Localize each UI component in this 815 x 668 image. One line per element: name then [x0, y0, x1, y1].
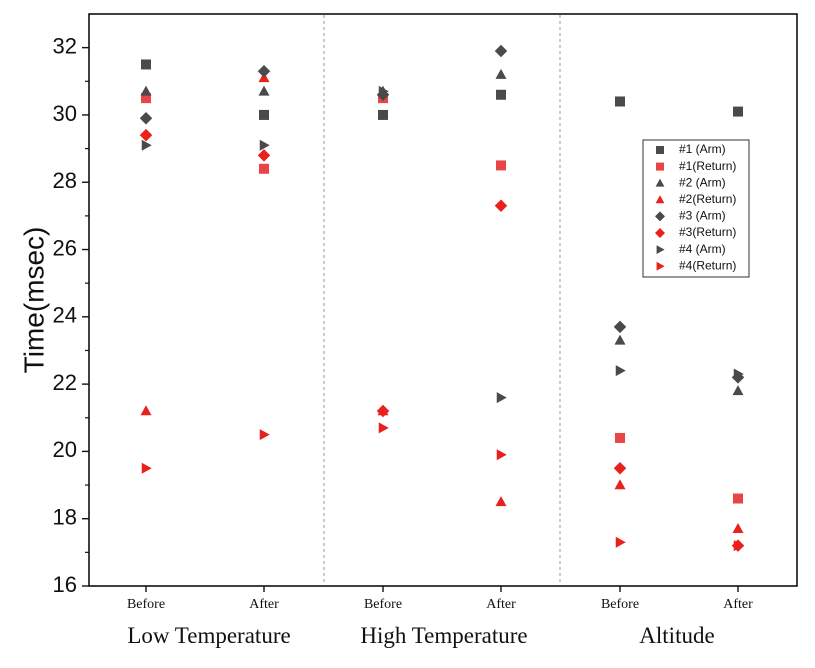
data-point: [495, 496, 507, 507]
legend-marker: [655, 178, 665, 187]
legend-label: #4(Return): [679, 258, 736, 272]
data-point: [614, 479, 626, 490]
legend-marker: [655, 195, 665, 204]
legend-label: #4 (Arm): [679, 242, 726, 256]
data-point: [732, 385, 744, 396]
data-point: [494, 44, 508, 58]
data-point: [733, 540, 744, 552]
legend: #1 (Arm) #1(Return) #2 (Arm) #2(Return) #3 (…: [642, 139, 750, 278]
data-point: [257, 64, 271, 78]
data-point: [496, 160, 506, 171]
y-axis-label: Time(msec): [18, 227, 49, 374]
data-point: [140, 405, 152, 416]
legend-marker: [656, 261, 665, 271]
data-point: [259, 163, 269, 174]
y-tick-label: 18: [53, 505, 77, 530]
plot-frame: [88, 13, 798, 587]
y-tick-label: 26: [53, 235, 77, 260]
data-point: [496, 449, 507, 461]
group-label: Low Temperature: [127, 623, 290, 648]
data-point: [259, 109, 269, 120]
y-tick-label: 20: [53, 437, 77, 462]
legend-marker: [656, 162, 664, 171]
data-point: [494, 199, 508, 213]
data-point: [141, 462, 152, 474]
x-tick-label: After: [249, 597, 279, 612]
data-point: [614, 334, 626, 345]
legend-label: #1(Return): [679, 159, 736, 173]
y-tick-label: 22: [53, 370, 77, 395]
data-point: [141, 59, 151, 70]
legend-marker: [655, 211, 665, 222]
x-tick-label: Before: [364, 597, 402, 612]
data-point: [378, 422, 389, 434]
data-point: [495, 68, 507, 79]
legend-marker: [656, 146, 664, 154]
data-point: [496, 392, 507, 404]
data-point: [496, 89, 506, 100]
data-point: [258, 85, 270, 96]
data-point: [378, 85, 389, 97]
data-point: [613, 461, 627, 475]
data-point: [733, 106, 743, 117]
plot-area: 16 18 20 22 24 26 28 30 32 Before After Before After…: [53, 13, 798, 648]
legend-label: #1 (Arm): [679, 142, 726, 156]
data-point: [615, 536, 626, 548]
data-point: [259, 139, 270, 151]
data-point: [613, 320, 627, 334]
x-tick-label: After: [723, 597, 753, 612]
x-tick-label: After: [486, 597, 516, 612]
legend-label: #2 (Arm): [679, 175, 726, 189]
data-point: [615, 432, 625, 443]
legend-label: #3(Return): [679, 225, 736, 239]
data-point: [376, 404, 390, 418]
data-point: [615, 96, 625, 107]
data-point: [733, 368, 744, 380]
data-point: [732, 523, 744, 534]
data-point: [257, 149, 271, 162]
y-tick-label: 24: [53, 303, 77, 328]
group-label: Altitude: [639, 623, 714, 648]
data-point: [615, 365, 626, 377]
y-tick-label: 28: [53, 168, 77, 193]
y-tick-label: 30: [53, 101, 77, 126]
data-point: [139, 112, 153, 125]
group-label: High Temperature: [360, 623, 527, 648]
legend-marker: [655, 228, 665, 238]
legend-label: #3 (Arm): [679, 209, 726, 223]
y-tick-label: 16: [53, 572, 77, 597]
data-point: [259, 429, 270, 441]
x-tick-label: Before: [601, 597, 639, 612]
x-tick-label: Before: [127, 597, 165, 612]
legend-label: #2(Return): [679, 192, 736, 206]
data-point: [378, 109, 388, 120]
legend-marker: [656, 245, 665, 254]
data-point: [140, 85, 152, 96]
data-point: [141, 139, 152, 151]
data-point: [141, 93, 151, 104]
data-point: [139, 128, 153, 142]
y-tick-label: 32: [53, 33, 77, 58]
data-point: [733, 493, 743, 504]
